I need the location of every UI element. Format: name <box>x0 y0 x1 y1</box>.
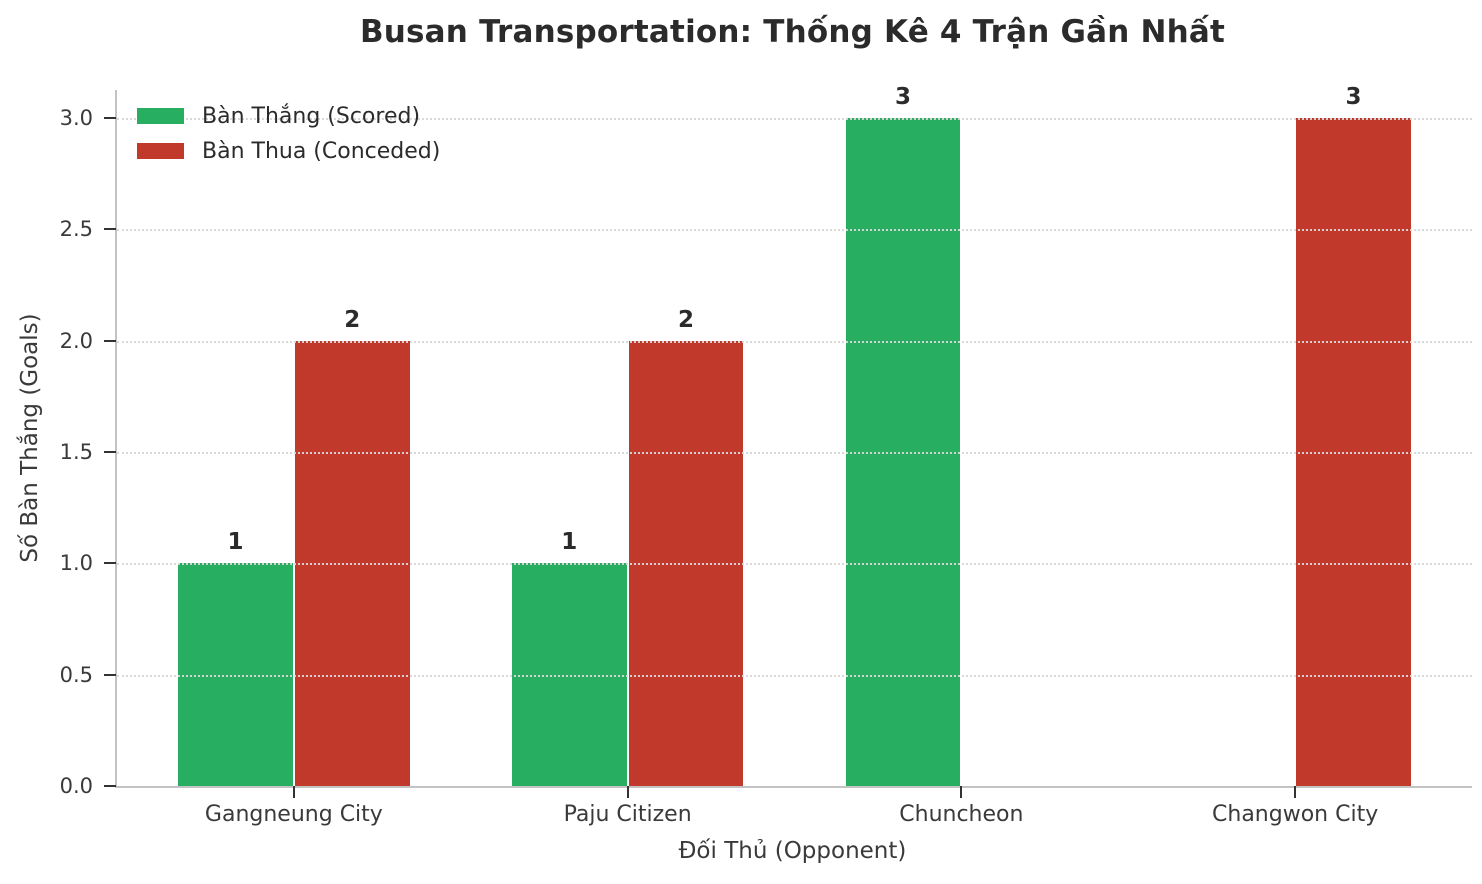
legend-item-scored: Bàn Thắng (Scored) <box>137 103 440 129</box>
x-tick-mark-1 <box>626 786 629 798</box>
gridline-y-2.5 <box>117 229 1472 232</box>
y-tick-mark-0.0 <box>104 785 116 787</box>
x-axis-label: Đối Thủ (Opponent) <box>678 838 907 864</box>
y-tick-mark-2.0 <box>104 339 116 342</box>
x-tick-mark-2 <box>960 786 963 798</box>
x-tick-label-2: Chuncheon <box>899 802 1024 827</box>
x-tick-label-0: Gangneung City <box>204 802 383 827</box>
y-tick-mark-2.5 <box>104 228 116 231</box>
bar-value-label-conceded-3: 3 <box>1345 83 1362 110</box>
gridline-y-3.0 <box>117 117 1472 120</box>
y-tick-mark-1.5 <box>104 450 116 453</box>
x-tick-mark-3 <box>1294 786 1297 798</box>
y-tick-mark-1.0 <box>104 562 116 565</box>
y-tick-label-2.5: 2.5 <box>59 217 93 242</box>
y-tick-mark-3.0 <box>104 116 116 119</box>
y-tick-label-3.0: 3.0 <box>59 105 93 130</box>
x-tick-label-3: Changwon City <box>1212 802 1379 827</box>
chart-title: Busan Transportation: Thống Kê 4 Trận Gầ… <box>359 14 1226 50</box>
y-tick-label-1.0: 1.0 <box>59 551 93 576</box>
gridline-y-1.0 <box>117 563 1472 566</box>
y-tick-mark-0.5 <box>104 673 116 676</box>
legend: Bàn Thắng (Scored) Bàn Thua (Conceded) <box>137 103 440 164</box>
legend-item-conceded: Bàn Thua (Conceded) <box>137 138 440 164</box>
legend-label-conceded: Bàn Thua (Conceded) <box>202 138 441 164</box>
plot-area: Bàn Thắng (Scored) Bàn Thua (Conceded) 0… <box>60 84 1472 827</box>
y-tick-label-1.5: 1.5 <box>59 439 93 464</box>
y-tick-label-0.5: 0.5 <box>59 662 93 687</box>
gridline-y-2.0 <box>117 340 1472 343</box>
bar-value-label-scored-0: 1 <box>227 529 244 556</box>
y-tick-label-0.0: 0.0 <box>59 774 93 798</box>
bar-value-label-conceded-1: 2 <box>678 306 695 333</box>
y-axis-label: Số Bàn Thắng (Goals) <box>17 313 43 563</box>
x-tick-label-1: Paju Citizen <box>563 802 692 827</box>
y-tick-label-2.0: 2.0 <box>59 328 93 353</box>
bar-value-label-scored-2: 3 <box>894 83 911 110</box>
bar-value-label-conceded-0: 2 <box>344 306 361 333</box>
x-tick-mark-0 <box>292 786 295 798</box>
legend-swatch-conceded-icon <box>137 143 184 159</box>
gridline-y-1.5 <box>117 451 1472 454</box>
gridline-y-0.5 <box>117 674 1472 677</box>
legend-label-scored: Bàn Thắng (Scored) <box>202 103 421 129</box>
legend-swatch-scored-icon <box>137 108 184 124</box>
bar-value-label-scored-1: 1 <box>561 529 578 556</box>
